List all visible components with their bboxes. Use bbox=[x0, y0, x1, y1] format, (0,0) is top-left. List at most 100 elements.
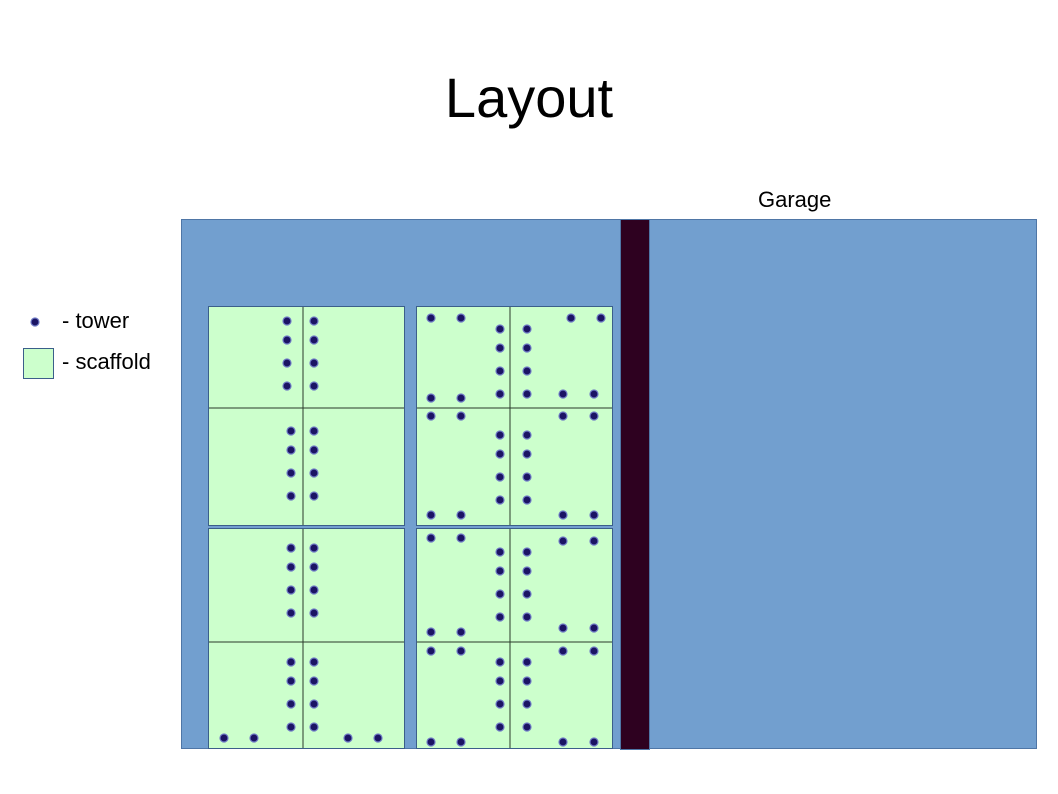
tower-marker bbox=[567, 314, 575, 322]
tower-marker bbox=[496, 658, 504, 666]
tower-marker bbox=[310, 609, 318, 617]
tower-marker bbox=[523, 431, 531, 439]
tower-marker bbox=[427, 412, 435, 420]
tower-marker bbox=[427, 738, 435, 746]
tower-marker bbox=[496, 450, 504, 458]
tower-marker bbox=[496, 496, 504, 504]
tower-marker bbox=[590, 390, 598, 398]
tower-marker bbox=[523, 367, 531, 375]
tower-marker bbox=[523, 567, 531, 575]
tower-marker bbox=[310, 677, 318, 685]
tower-marker bbox=[559, 537, 567, 545]
tower-marker bbox=[287, 723, 295, 731]
scaffold-block bbox=[209, 307, 405, 526]
tower-marker bbox=[559, 511, 567, 519]
tower-marker bbox=[590, 647, 598, 655]
tower-marker bbox=[310, 492, 318, 500]
tower-marker bbox=[457, 534, 465, 542]
tower-marker bbox=[523, 473, 531, 481]
tower-marker bbox=[287, 658, 295, 666]
tower-marker bbox=[287, 492, 295, 500]
tower-marker bbox=[427, 511, 435, 519]
tower-marker bbox=[496, 548, 504, 556]
tower-marker bbox=[523, 700, 531, 708]
tower-marker bbox=[590, 738, 598, 746]
tower-marker bbox=[283, 336, 291, 344]
tower-marker bbox=[310, 544, 318, 552]
tower-marker bbox=[523, 390, 531, 398]
tower-marker bbox=[523, 496, 531, 504]
tower-marker bbox=[310, 700, 318, 708]
tower-marker bbox=[496, 325, 504, 333]
tower-marker bbox=[523, 658, 531, 666]
tower-marker bbox=[457, 628, 465, 636]
scaffold-block bbox=[417, 529, 613, 749]
garage-area bbox=[650, 220, 1037, 749]
tower-marker bbox=[310, 469, 318, 477]
tower-marker bbox=[523, 613, 531, 621]
tower-marker bbox=[287, 469, 295, 477]
tower-marker bbox=[457, 647, 465, 655]
tower-marker bbox=[287, 700, 295, 708]
tower-marker bbox=[559, 738, 567, 746]
tower-marker bbox=[496, 367, 504, 375]
tower-marker bbox=[427, 394, 435, 402]
tower-marker bbox=[427, 628, 435, 636]
tower-marker bbox=[496, 390, 504, 398]
tower-marker bbox=[457, 412, 465, 420]
tower-marker bbox=[496, 613, 504, 621]
tower-marker bbox=[283, 317, 291, 325]
divider-wall bbox=[621, 220, 650, 750]
tower-marker bbox=[457, 738, 465, 746]
tower-marker bbox=[287, 586, 295, 594]
tower-marker bbox=[496, 431, 504, 439]
legend-scaffold-swatch bbox=[24, 349, 54, 379]
tower-marker bbox=[310, 723, 318, 731]
tower-marker bbox=[427, 647, 435, 655]
tower-marker bbox=[310, 336, 318, 344]
tower-marker bbox=[496, 723, 504, 731]
tower-marker bbox=[559, 647, 567, 655]
tower-marker bbox=[523, 450, 531, 458]
tower-marker bbox=[287, 427, 295, 435]
tower-marker bbox=[310, 446, 318, 454]
tower-marker bbox=[287, 446, 295, 454]
tower-marker bbox=[597, 314, 605, 322]
tower-marker bbox=[287, 609, 295, 617]
tower-marker bbox=[310, 382, 318, 390]
tower-marker bbox=[523, 590, 531, 598]
tower-marker bbox=[427, 534, 435, 542]
scaffold-block bbox=[209, 529, 405, 749]
tower-marker bbox=[457, 394, 465, 402]
tower-marker bbox=[310, 427, 318, 435]
tower-marker bbox=[287, 544, 295, 552]
tower-marker bbox=[590, 511, 598, 519]
tower-marker bbox=[559, 624, 567, 632]
tower-marker bbox=[427, 314, 435, 322]
tower-marker bbox=[310, 359, 318, 367]
scaffold-block bbox=[417, 307, 613, 526]
tower-marker bbox=[496, 677, 504, 685]
tower-marker bbox=[287, 677, 295, 685]
tower-marker bbox=[496, 344, 504, 352]
tower-marker bbox=[310, 658, 318, 666]
tower-marker bbox=[523, 723, 531, 731]
tower-marker bbox=[374, 734, 382, 742]
tower-marker bbox=[496, 473, 504, 481]
tower-marker bbox=[523, 677, 531, 685]
tower-marker bbox=[31, 318, 39, 326]
tower-marker bbox=[523, 548, 531, 556]
tower-marker bbox=[457, 511, 465, 519]
tower-marker bbox=[310, 586, 318, 594]
tower-marker bbox=[559, 390, 567, 398]
tower-marker bbox=[287, 563, 295, 571]
tower-marker bbox=[496, 590, 504, 598]
tower-marker bbox=[310, 317, 318, 325]
tower-marker bbox=[310, 563, 318, 571]
tower-marker bbox=[283, 382, 291, 390]
tower-marker bbox=[250, 734, 258, 742]
tower-marker bbox=[523, 344, 531, 352]
tower-marker bbox=[590, 537, 598, 545]
tower-marker bbox=[523, 325, 531, 333]
